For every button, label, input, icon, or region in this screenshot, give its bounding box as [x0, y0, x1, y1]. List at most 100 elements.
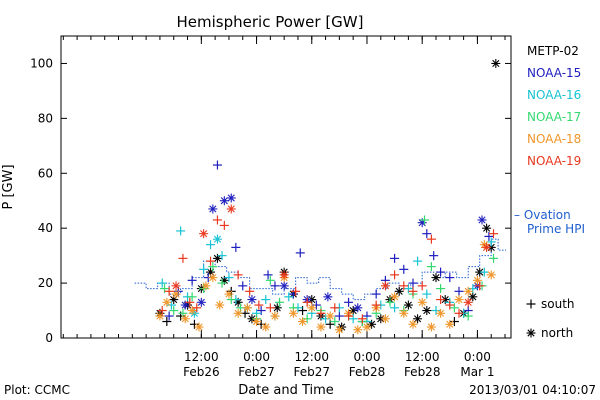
data-point-north	[261, 322, 271, 332]
data-point-south	[479, 267, 489, 277]
data-point-north	[316, 322, 326, 332]
data-point-north	[224, 289, 234, 299]
data-point-south	[311, 300, 321, 310]
legend-entry: METP-02	[527, 44, 579, 58]
legend-entry: NOAA-16	[527, 88, 581, 102]
legend-marker-label: north	[541, 326, 573, 340]
data-point-south	[413, 256, 423, 266]
data-point-south	[325, 319, 335, 329]
data-point-north	[219, 196, 229, 206]
legend-ovation-line1: – Ovation	[514, 208, 571, 222]
data-point-north	[171, 281, 181, 291]
data-point-south	[385, 297, 395, 307]
data-point-north	[288, 308, 298, 318]
data-point-south	[263, 270, 273, 280]
data-point-south	[254, 300, 264, 310]
data-point-south	[468, 284, 478, 294]
data-point-south	[436, 295, 446, 305]
data-point-south	[224, 273, 234, 283]
legend: METP-02 NOAA-15 NOAA-16 NOAA-17 NOAA-18 NOAA-…	[514, 44, 585, 340]
data-point-north	[187, 306, 197, 316]
data-point-south	[484, 231, 494, 241]
data-point-north	[307, 303, 317, 313]
data-point-north	[196, 297, 206, 307]
data-point-south	[445, 300, 455, 310]
data-point-north	[201, 281, 211, 291]
data-point-north	[482, 242, 492, 252]
data-point-south	[217, 278, 227, 288]
x-tick-label: 12:00	[294, 350, 329, 364]
data-point-north	[323, 292, 333, 302]
data-point-south	[334, 311, 344, 321]
data-point-north	[247, 295, 257, 305]
data-point-north	[171, 289, 181, 299]
data-point-south	[265, 303, 275, 313]
data-point-north	[390, 292, 400, 302]
ovation-hpi-line	[134, 238, 507, 301]
data-point-south	[348, 314, 358, 324]
data-point-south	[408, 286, 418, 296]
plot-frame	[60, 35, 512, 339]
data-point-south	[169, 306, 179, 316]
data-point-north	[468, 292, 478, 302]
data-point-south	[302, 314, 312, 324]
x-tick-sublabel: Feb27	[238, 365, 275, 379]
ovation-hpi-path	[134, 238, 507, 301]
data-point-south	[212, 215, 222, 225]
data-point-south	[164, 286, 174, 296]
data-point-north	[431, 273, 441, 283]
data-point-south	[454, 286, 464, 296]
data-point-north	[199, 229, 209, 239]
footer-plot-source: Plot: CCMC	[4, 383, 70, 397]
data-point-south	[298, 306, 308, 316]
data-point-north	[526, 328, 536, 338]
data-point-south	[208, 262, 218, 272]
data-point-north	[463, 297, 473, 307]
data-point-north	[226, 193, 236, 203]
data-point-north	[436, 308, 446, 318]
data-point-north	[162, 297, 172, 307]
data-point-south	[185, 297, 195, 307]
data-point-south	[187, 292, 197, 302]
data-point-south	[408, 278, 418, 288]
data-point-south	[429, 251, 439, 261]
data-point-north	[362, 322, 372, 332]
y-tick-label: 100	[30, 56, 53, 70]
data-point-south	[486, 237, 496, 247]
data-point-south	[449, 317, 459, 327]
data-point-south	[449, 303, 459, 313]
data-point-south	[344, 311, 354, 321]
data-point-south	[157, 306, 167, 316]
data-point-north	[215, 300, 225, 310]
data-point-north	[233, 308, 243, 318]
data-point-south	[187, 275, 197, 285]
data-point-north	[394, 286, 404, 296]
x-tick-label: 0:00	[243, 350, 270, 364]
x-tick-sublabel: Feb26	[183, 365, 220, 379]
data-point-south	[256, 306, 266, 316]
data-point-south	[475, 281, 485, 291]
data-point-south	[426, 262, 436, 272]
data-point-south	[284, 292, 294, 302]
data-point-south	[275, 297, 285, 307]
data-point-north	[399, 308, 409, 318]
data-point-north	[242, 303, 252, 313]
data-point-south	[192, 303, 202, 313]
data-point-north	[208, 204, 218, 214]
data-point-north	[155, 311, 165, 321]
data-point-north	[440, 295, 450, 305]
data-point-south	[256, 319, 266, 329]
data-point-south	[212, 160, 222, 170]
legend-entry: NOAA-15	[527, 66, 581, 80]
data-point-north	[353, 325, 363, 335]
data-point-south	[245, 286, 255, 296]
data-point-south	[302, 297, 312, 307]
data-point-south	[217, 251, 227, 261]
data-point-south	[189, 319, 199, 329]
y-tick-label: 20	[38, 276, 53, 290]
data-point-north	[417, 297, 427, 307]
data-point-north	[445, 319, 455, 329]
data-point-south	[261, 295, 271, 305]
data-point-north	[325, 311, 335, 321]
